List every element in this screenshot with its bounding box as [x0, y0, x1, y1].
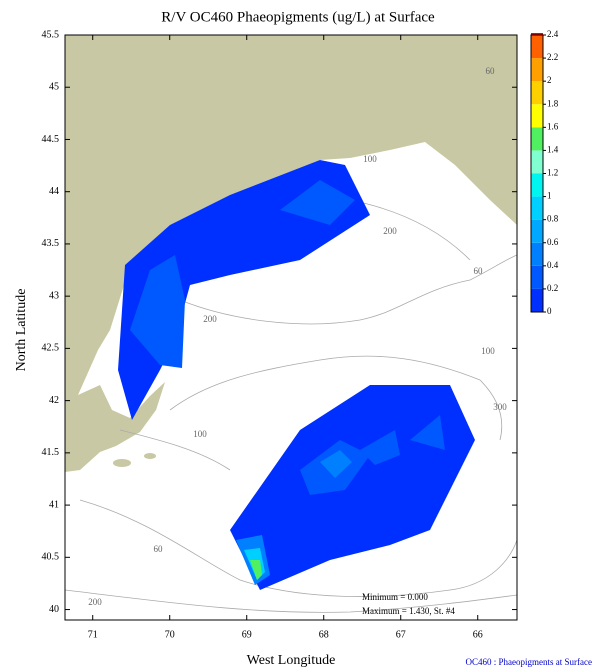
y-tick-label: 44: [49, 186, 59, 197]
land: [65, 35, 517, 472]
depth-label: 200: [203, 314, 217, 324]
y-tick-label: 45.5: [42, 29, 60, 40]
colorbar-swatch: [531, 81, 543, 105]
colorbar-label: 0.8: [547, 214, 559, 224]
y-tick-label: 43: [49, 290, 59, 301]
colorbar-swatch: [531, 288, 543, 312]
colorbar-label: 2.2: [547, 52, 558, 62]
footer: OC460 : Phaeopigments at Surface: [466, 657, 592, 667]
x-tick-label: 70: [165, 629, 175, 640]
y-tick-label: 44.5: [42, 134, 60, 145]
x-axis-label: West Longitude: [247, 653, 336, 668]
colorbar-label: 2.4: [547, 29, 559, 39]
y-axis-label: North Latitude: [14, 289, 29, 372]
depth-label: 100: [193, 429, 207, 439]
depth-label: 100: [481, 346, 495, 356]
depth-label: 200: [383, 226, 397, 236]
colorbar-label: 0.2: [547, 283, 558, 293]
colorbar-label: 0: [547, 306, 552, 316]
colorbar-swatch: [531, 196, 543, 220]
annotation: Minimum = 0.000: [362, 592, 428, 602]
y-tick-label: 40.5: [42, 552, 60, 563]
colorbar-swatch: [531, 127, 543, 151]
annotation: Maximum = 1.430, St. #4: [362, 606, 455, 616]
x-tick-label: 69: [242, 629, 252, 640]
x-tick-label: 71: [88, 629, 98, 640]
y-tick-label: 41.5: [42, 447, 60, 458]
colorbar-label: 1.4: [547, 144, 559, 154]
colorbar-swatch: [531, 265, 543, 289]
chart-title: R/V OC460 Phaeopigments (ug/L) at Surfac…: [161, 9, 435, 25]
survey-field: [118, 160, 475, 590]
colorbar-label: 1.2: [547, 168, 558, 178]
colorbar-label: 2: [547, 75, 552, 85]
colorbar-label: 0.4: [547, 260, 559, 270]
colorbar-swatch: [531, 173, 543, 197]
depth-label: 300: [493, 402, 507, 412]
y-tick-label: 45: [49, 82, 59, 93]
colorbar-swatch: [531, 104, 543, 128]
bathymetry: [64, 199, 518, 613]
y-tick-label: 42.5: [42, 343, 60, 354]
colorbar-swatch: [531, 219, 543, 243]
colorbar-swatch: [531, 242, 543, 266]
depth-label: 60: [474, 266, 484, 276]
x-tick-label: 66: [473, 629, 483, 640]
colorbar-label: 1.8: [547, 98, 559, 108]
y-tick-label: 43.5: [42, 238, 60, 249]
depth-label: 60: [486, 66, 496, 76]
y-tick-label: 42: [49, 395, 59, 406]
y-tick-label: 41: [49, 499, 59, 510]
colorbar-swatch: [531, 35, 543, 59]
depth-label: 200: [88, 597, 102, 607]
depth-label: 100: [363, 154, 377, 164]
x-tick-label: 67: [396, 629, 406, 640]
colorbar-swatch: [531, 58, 543, 82]
colorbar-label: 1.6: [547, 121, 559, 131]
colorbar-label: 1: [547, 191, 552, 201]
colorbar-top: [531, 33, 543, 35]
colorbar-swatch: [531, 150, 543, 174]
y-tick-label: 40: [49, 604, 59, 615]
plot-frame: [64, 34, 518, 621]
x-tick-label: 68: [319, 629, 329, 640]
depth-label: 60: [154, 544, 164, 554]
colorbar-label: 0.6: [547, 237, 559, 247]
